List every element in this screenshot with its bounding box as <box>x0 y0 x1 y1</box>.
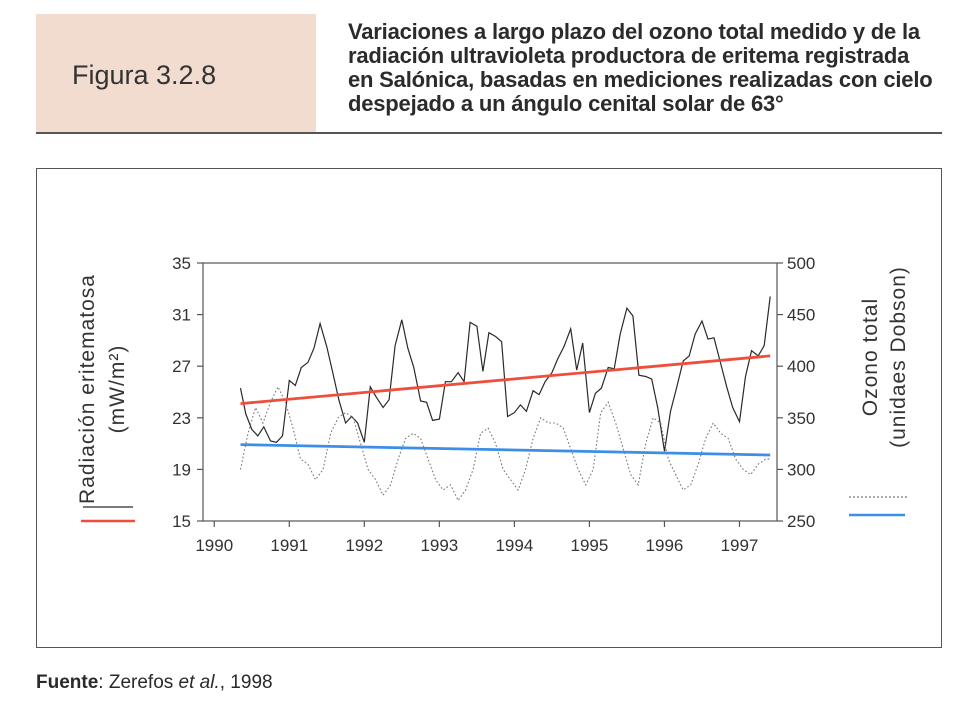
chart-marks: 15 19 23 27 31 35 250 300 350 400 450 500 1990 1991 19… <box>172 254 815 555</box>
x-tick-label: 1995 <box>571 536 609 555</box>
left-tick-label: 35 <box>172 254 191 273</box>
uv-radiation-line <box>239 296 771 452</box>
header-divider <box>36 132 942 134</box>
source-label: Fuente <box>36 672 99 693</box>
figure-label: Figura 3.2.8 <box>72 60 217 90</box>
x-tick-label: 1992 <box>345 536 383 555</box>
x-tick-label: 1991 <box>270 536 308 555</box>
right-axis-title-line2: (unidaes Dobson) <box>887 266 910 448</box>
right-tick-label: 250 <box>787 512 815 531</box>
uv-trend-line <box>240 354 771 405</box>
left-tick-label: 15 <box>172 512 191 531</box>
source-sep: : <box>98 672 109 693</box>
right-tick-label: 300 <box>787 460 815 479</box>
chart-svg: Radiación eritematosa (mW/m²) Ozono tota… <box>76 254 910 555</box>
left-axis-title-line1: Radiación eritematosa <box>76 274 99 504</box>
x-tick-label: 1990 <box>195 536 233 555</box>
ozone-line <box>239 385 771 502</box>
left-tick-label: 27 <box>172 357 191 376</box>
right-tick-label: 350 <box>787 409 815 428</box>
figure-title: Variaciones a largo plazo del ozono tota… <box>348 20 938 116</box>
left-tick-label: 31 <box>172 306 191 325</box>
left-tick-label: 19 <box>172 460 191 479</box>
x-tick-label: 1996 <box>646 536 684 555</box>
source-year: , 1998 <box>219 672 273 693</box>
title-line: en Salónica, basadas en mediciones reali… <box>348 67 933 92</box>
figure-header: Figura 3.2.8 Variaciones a largo plazo d… <box>36 14 942 132</box>
left-tick-label: 23 <box>172 409 191 428</box>
chart-frame: Radiación eritematosa (mW/m²) Ozono tota… <box>36 168 942 648</box>
x-tick-label: 1993 <box>420 536 458 555</box>
left-axis-title-line2: (mW/m²) <box>106 345 129 434</box>
x-tick-label: 1997 <box>721 536 759 555</box>
right-tick-label: 450 <box>787 306 815 325</box>
title-line: despejado a un ángulo cenital solar de 6… <box>348 91 784 116</box>
right-tick-label: 400 <box>787 357 815 376</box>
figure-label-box: Figura 3.2.8 <box>36 14 316 132</box>
x-tick-label: 1994 <box>495 536 533 555</box>
source-note: Fuente: Zerefos et al., 1998 <box>36 672 273 694</box>
source-author: Zerefos <box>108 672 179 693</box>
right-tick-label: 500 <box>787 254 815 273</box>
title-line: radiación ultravioleta productora de eri… <box>348 43 910 68</box>
title-line: Variaciones a largo plazo del ozono tota… <box>348 19 920 44</box>
source-etal: et al. <box>178 672 220 693</box>
plot-area <box>202 262 778 522</box>
ozone-trend-line <box>240 443 771 457</box>
right-axis-title-line1: Ozono total <box>859 298 882 416</box>
